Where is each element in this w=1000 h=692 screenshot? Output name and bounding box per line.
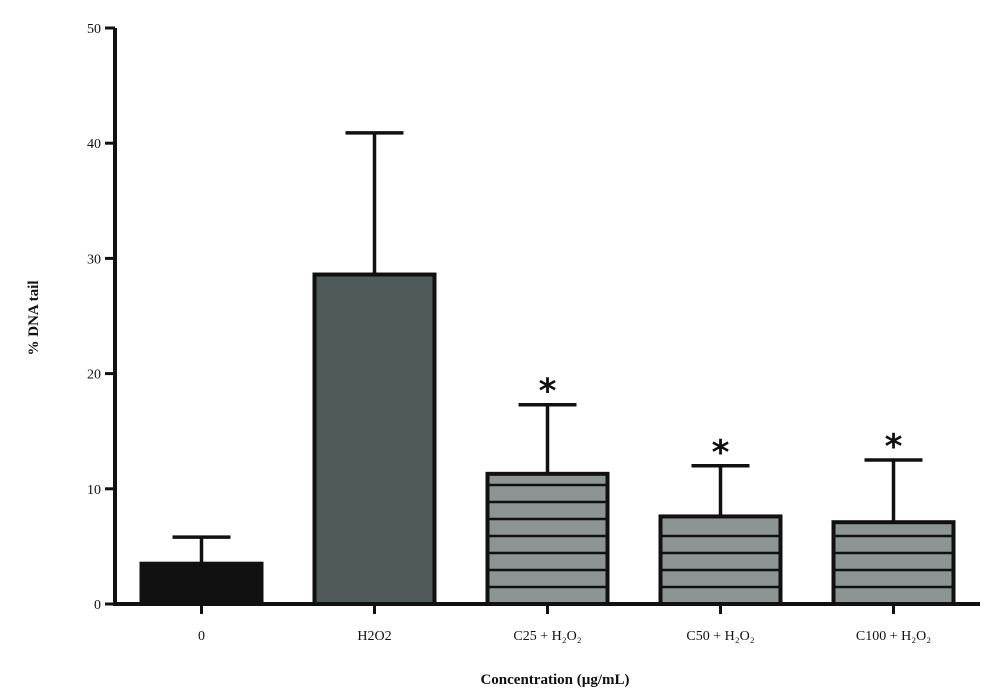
x-tick-label: C50 + H₂O₂ (686, 629, 754, 644)
x-tick-label: 0 (198, 629, 205, 644)
y-tick-label: 40 (87, 137, 101, 152)
y-tick-label: 10 (87, 483, 101, 498)
x-tick-label: C25 + H₂O₂ (513, 629, 581, 644)
significance-marker: * (539, 372, 557, 412)
bar-group-3: * (658, 433, 783, 606)
significance-marker: * (712, 433, 730, 473)
y-tick-label: 30 (87, 252, 101, 267)
bar (139, 561, 264, 606)
bars: * * * (139, 131, 956, 607)
y-tick-label: 50 (87, 22, 101, 37)
bar-group-1 (312, 131, 437, 606)
y-tick-label: 0 (94, 598, 101, 613)
bar (312, 272, 437, 606)
bar-group-0 (139, 535, 264, 606)
bar-group-4: * (831, 427, 956, 607)
bar-group-2: * (485, 372, 610, 606)
x-tick-label: C100 + H₂O₂ (856, 629, 931, 644)
y-tick-label: 20 (87, 368, 101, 383)
y-axis-ticks: 0 10 20 30 40 50 (87, 22, 115, 613)
x-axis-ticks: 0 H2O2 C25 + H₂O₂ C50 + H₂O₂ C100 + H₂O₂ (198, 604, 931, 644)
y-axis-label: % DNA tail (26, 281, 42, 356)
significance-marker: * (885, 427, 903, 467)
x-axis-label: Concentration (µg/mL) (480, 672, 629, 688)
bar (658, 514, 783, 606)
bar (485, 471, 610, 606)
bar (831, 520, 956, 607)
x-tick-label: H2O2 (357, 629, 391, 644)
